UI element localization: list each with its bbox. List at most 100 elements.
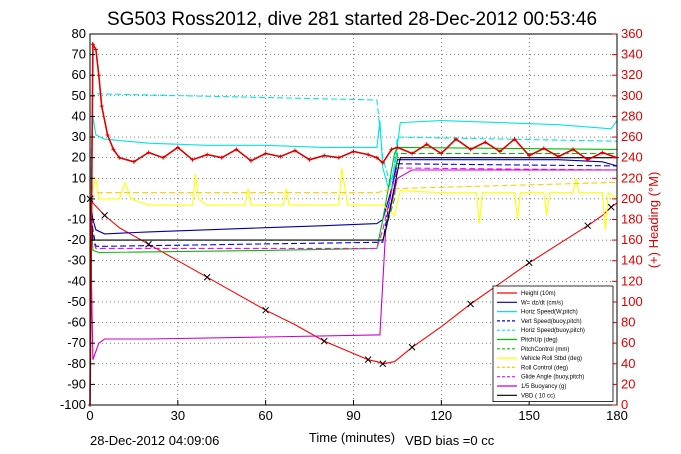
height-marker — [607, 203, 615, 211]
height-marker — [467, 300, 474, 308]
series-line — [89, 169, 617, 360]
y-tick-label: -40 — [67, 273, 86, 288]
right-tick-label: 300 — [621, 88, 643, 103]
x-tick-label: 120 — [430, 408, 452, 423]
right-tick-label: 140 — [621, 253, 643, 268]
chart-title: SG503 Ross2012, dive 281 started 28-Dec-… — [107, 9, 597, 30]
heading-marker — [585, 157, 590, 162]
y-tick-label: 0 — [79, 191, 86, 206]
heading-marker — [105, 132, 110, 137]
heading-marker — [556, 154, 561, 159]
x-tick-label: 30 — [171, 408, 185, 423]
heading-marker — [219, 155, 224, 160]
heading-marker — [389, 147, 394, 152]
right-tick-label: 280 — [621, 108, 643, 123]
x-tick-label: 60 — [258, 408, 272, 423]
heading-marker — [90, 42, 95, 47]
right-tick-label: 100 — [621, 294, 643, 309]
right-tick-label: 120 — [621, 273, 643, 288]
height-marker — [584, 222, 592, 230]
series-line — [89, 116, 618, 199]
heading-marker — [175, 145, 180, 150]
heading-marker — [322, 153, 327, 158]
legend-entry: Horiz Speed(buoy,pitch) — [521, 328, 585, 334]
right-tick-label: 20 — [621, 376, 635, 391]
legend-entry: Glide Angle (buoy,pitch) — [521, 375, 584, 381]
right-tick-label: 180 — [621, 212, 643, 227]
legend: Height (10m) W= dz/dt (cm/s) Horiz Speed(W… — [492, 285, 614, 402]
heading-marker — [146, 150, 151, 155]
heading-marker — [205, 152, 210, 157]
y-tick-label: 50 — [72, 88, 86, 103]
height-marker — [320, 337, 328, 345]
legend-entry: PitchUp (deg) — [521, 338, 558, 344]
heading-marker — [395, 145, 400, 150]
height-marker — [203, 273, 211, 281]
legend-box — [492, 285, 614, 402]
heading-marker — [366, 152, 371, 157]
height-marker — [262, 306, 270, 314]
legend-entry: 1/5 Buoyancy (g) — [521, 384, 566, 390]
y-tick-label: -10 — [67, 212, 86, 227]
x-tick-label: 0 — [86, 408, 93, 423]
y-tick-label: -60 — [67, 315, 86, 330]
y-tick-label: 70 — [72, 47, 86, 62]
x-tick-label: 150 — [518, 408, 540, 423]
heading-marker — [263, 151, 268, 156]
heading-marker — [117, 155, 122, 160]
heading-marker — [249, 158, 254, 163]
height-marker — [101, 212, 108, 219]
y-tick-label: 40 — [72, 108, 86, 123]
y-tick-label: 10 — [72, 170, 86, 185]
heading-marker — [483, 140, 488, 145]
heading-marker — [380, 160, 385, 165]
legend-entry: Vehicle Roll Stbd (deg) — [521, 356, 582, 362]
x-tick-label: 90 — [346, 408, 360, 423]
series-line — [89, 167, 618, 249]
y-tick-label: -80 — [67, 356, 86, 371]
y-tick-label: -90 — [67, 376, 86, 391]
right-tick-label: 240 — [621, 150, 643, 165]
heading-marker — [571, 147, 576, 152]
timestamp: 28-Dec-2012 04:09:06 — [90, 433, 219, 448]
vbd-bias: VBD bias =0 cc — [405, 433, 495, 448]
heading-marker — [453, 137, 458, 142]
heading-marker — [99, 104, 104, 109]
heading-marker — [96, 73, 101, 78]
heading-marker — [527, 153, 532, 158]
heading-marker — [93, 47, 98, 52]
y-tick-label: -30 — [67, 253, 86, 268]
right-tick-label: 340 — [621, 47, 643, 62]
right-tick-label: 200 — [621, 191, 643, 206]
legend-entry: Vert Speed(buoy,pitch) — [521, 319, 582, 325]
legend-entry: Height (10m) — [521, 291, 556, 297]
right-tick-label: 320 — [621, 67, 643, 82]
y-tick-label: 60 — [72, 67, 86, 82]
right-tick-label: 220 — [621, 170, 643, 185]
right-tick-label: 360 — [621, 26, 643, 41]
right-axis-label: (+) Heading (°M) — [646, 172, 661, 269]
series-line — [89, 167, 618, 230]
right-tick-label: 160 — [621, 232, 643, 247]
x-tick-label: 180 — [606, 408, 628, 423]
right-tick-label: 40 — [621, 356, 635, 371]
heading-marker — [190, 157, 195, 162]
heading-marker — [439, 151, 444, 156]
heading-marker — [131, 159, 136, 164]
right-tick-label: 80 — [621, 315, 635, 330]
y-tick-label: 30 — [72, 129, 86, 144]
heading-marker — [161, 155, 166, 160]
heading-marker — [600, 150, 605, 155]
heading-marker — [336, 155, 341, 160]
height-marker — [145, 240, 152, 248]
y-tick-label: -20 — [67, 232, 86, 247]
y-tick-label: 20 — [72, 150, 86, 165]
heading-marker — [278, 154, 283, 159]
series-line — [89, 146, 618, 254]
series-line — [89, 157, 617, 241]
height-marker — [408, 343, 416, 351]
legend-entry: Horiz Speed(W,pitch) — [521, 310, 578, 316]
heading-marker — [468, 147, 473, 152]
heading-marker — [424, 142, 429, 147]
